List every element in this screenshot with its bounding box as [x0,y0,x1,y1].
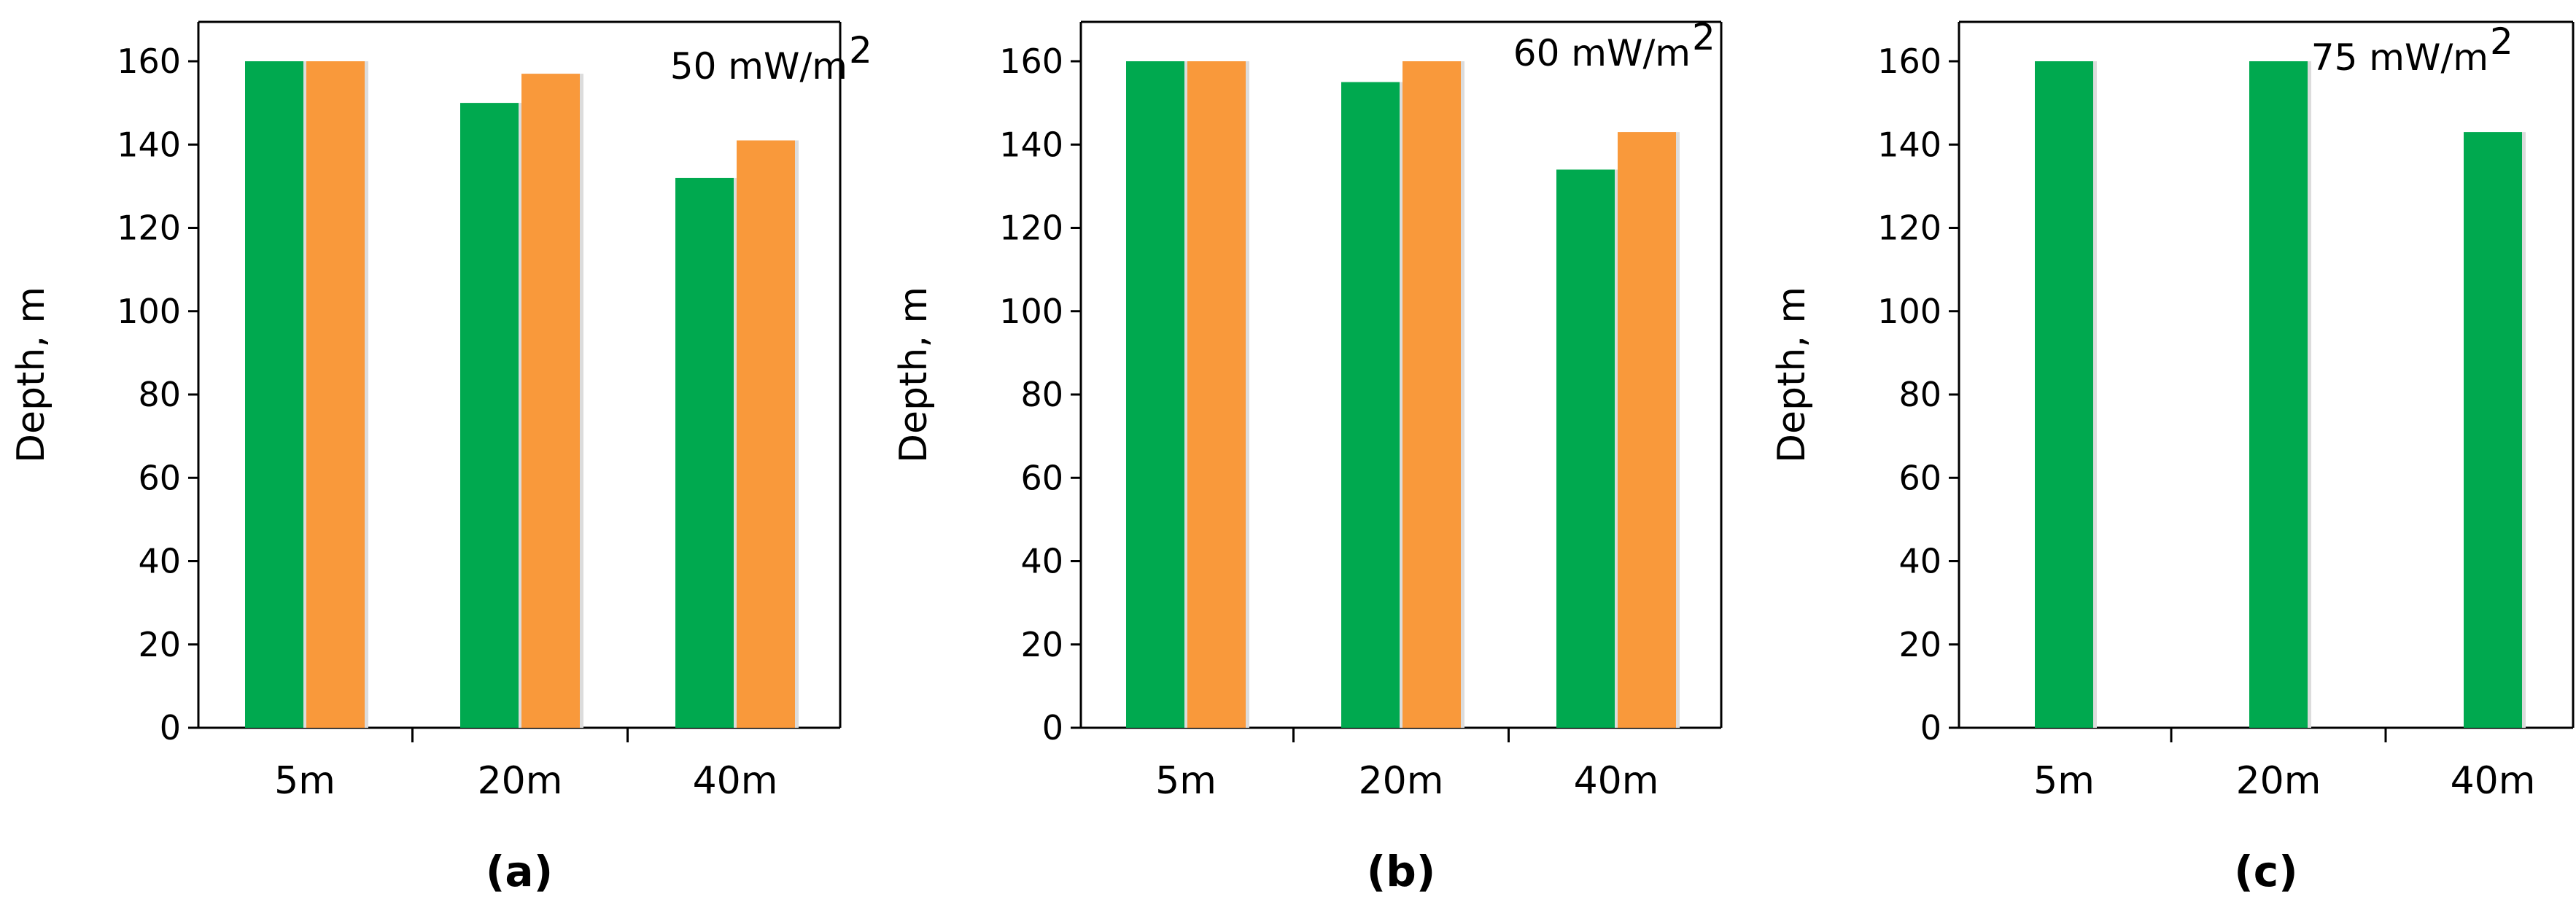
y-tick-label: 60 [1898,458,1941,497]
annotation-superscript: 2 [2490,20,2513,63]
x-tick-label: 40m [693,759,778,803]
y-tick-label: 160 [999,42,1063,81]
bar [2464,132,2522,729]
y-tick-label: 20 [138,625,181,664]
bar [737,140,795,729]
panel-2: 0 20 40 60 80 100 120 140 160 5m 20m 40m Depth, m 75 … [1770,20,2575,896]
y-tick-label: 80 [1898,375,1941,414]
panel-label: (c) [2234,847,2297,896]
bar [460,103,519,728]
bar [2035,61,2093,728]
y-tick-label: 0 [1920,708,1941,747]
x-tick-label: 20m [478,759,563,803]
bar [245,61,303,728]
y-tick-label: 20 [1020,625,1063,664]
y-axis-label: Depth, m [1770,287,1814,463]
panel-1: 0 20 40 60 80 100 120 140 160 5m 20m 40m Depth, m 60 … [892,16,1723,896]
panel-0: 0 20 40 60 80 100 120 140 160 5m 20m 40m Depth, m 50 … [9,20,872,896]
x-tick-label: 5m [2033,759,2095,803]
y-tick-label: 140 [999,125,1063,164]
bar [675,177,734,728]
y-tick-label: 40 [1020,542,1063,581]
bar [1126,61,1184,728]
y-tick-label: 60 [1020,458,1063,497]
y-tick-label: 120 [999,209,1063,248]
y-tick-label: 100 [1877,292,1941,331]
bar [1341,82,1400,728]
annotation-superscript: 2 [1692,16,1715,58]
y-tick-label: 140 [1877,125,1941,164]
y-tick-label: 20 [1898,625,1941,664]
y-axis-label: Depth, m [892,287,936,463]
y-tick-label: 0 [160,708,181,747]
y-tick-label: 140 [117,125,181,164]
x-tick-label: 5m [274,759,335,803]
y-tick-label: 100 [117,292,181,331]
panel-label: (a) [486,847,553,896]
y-tick-label: 60 [138,458,181,497]
y-tick-label: 160 [1877,42,1941,81]
y-tick-label: 0 [1042,708,1063,747]
x-tick-label: 40m [2451,759,2536,803]
y-axis-label: Depth, m [9,287,53,463]
x-tick-label: 20m [1359,759,1444,803]
y-tick-label: 40 [138,542,181,581]
panel-label: (b) [1367,847,1436,896]
bar [2249,61,2308,728]
bar [1187,61,1246,728]
y-tick-label: 120 [117,209,181,248]
annotation-label: 75 mW/m [2311,36,2488,79]
annotation-label: 50 mW/m [670,45,847,88]
annotation-superscript: 2 [849,29,872,71]
y-tick-label: 80 [1020,375,1063,414]
y-tick-label: 120 [1877,209,1941,248]
bar [1556,169,1615,728]
annotation-label: 60 mW/m [1513,32,1691,74]
bar [1403,61,1461,728]
bar [1618,132,1676,729]
x-tick-label: 5m [1155,759,1217,803]
x-tick-label: 20m [2236,759,2321,803]
y-tick-label: 100 [999,292,1063,331]
y-tick-label: 160 [117,42,181,81]
bar [521,74,580,728]
y-tick-label: 40 [1898,542,1941,581]
y-tick-label: 80 [138,375,181,414]
bar [306,61,365,728]
x-tick-label: 40m [1574,759,1659,803]
